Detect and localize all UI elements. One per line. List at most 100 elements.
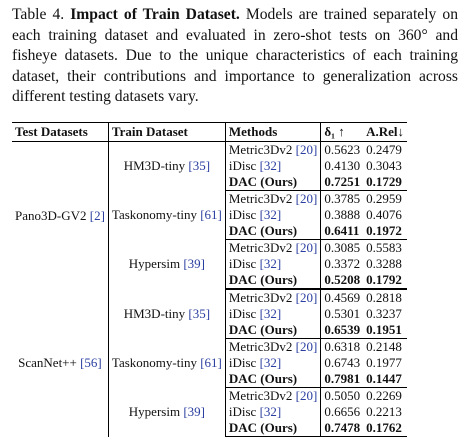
header-delta1: δ₁ ↑ [320,122,364,142]
method-cell: Metric3Dv2 [20] [225,141,322,158]
citation-link[interactable]: [20] [295,240,318,255]
method-name: Metric3Dv2 [228,339,293,354]
train-dataset-name: Taskonomy-tiny [111,355,197,370]
header-arel: A.Rel↓ [363,122,408,142]
citation-link[interactable]: [32] [259,355,282,370]
table-row: iDisc [32] 0.3372 0.3288 [12,256,407,272]
train-dataset-cell: Hypersim [39] [108,239,226,289]
arel-value: 0.2959 [366,191,402,206]
citation-link[interactable]: [32] [259,404,282,419]
delta1-value: 0.5208 [320,272,364,290]
table-row: DAC (Ours) 0.7251 0.1729 [12,174,408,191]
delta1-value: 0.6743 [324,355,361,370]
delta1-value: 0.6539 [320,322,364,339]
method-name: DAC (Ours) [228,420,298,435]
table-row: iDisc [32] 0.4130 0.3043 [12,158,407,174]
train-dataset-cell: HM3D-tiny [35] [108,289,226,339]
table-row: Taskonomy-tiny [61] Metric3Dv2 [20] 0.3785… [12,190,407,240]
delta1-value: 0.5623 [324,142,361,157]
citation-link[interactable]: [39] [183,404,205,419]
delta1-value: 0.3085 [324,240,361,255]
train-dataset-cell: Taskonomy-tiny [61] [108,190,226,240]
test-dataset-name: ScanNet++ [18,354,77,370]
method-name: iDisc [228,256,257,271]
train-dataset-cell: HM3D-tiny [35] [108,141,226,191]
header-row: Test Datasets Train Dataset Methods δ₁ ↑… [12,122,408,142]
table-row: ScanNet++ [56] HM3D-tiny [35] Metric3Dv2 [… [12,289,407,437]
table-row: Pano3D-GV2 [2] HM3D-tiny [35] Metric3Dv2 [… [12,141,407,289]
citation-link[interactable]: [20] [295,191,318,206]
method-name: DAC (Ours) [228,371,298,386]
table-row: Hypersim [39] Metric3Dv2 [20] 0.5050 0.2269 [12,387,407,437]
table-row: DAC (Ours) 0.7478 0.1762 [12,420,408,437]
method-cell: DAC (Ours) [225,420,322,437]
method-name: DAC (Ours) [228,174,298,189]
arel-value: 0.2818 [366,290,402,305]
method-name: Metric3Dv2 [228,142,293,157]
arel-value: 0.2269 [366,388,402,403]
delta1-value: 0.7478 [320,420,364,437]
citation-link[interactable]: [35] [188,158,211,174]
train-dataset-name: Taskonomy-tiny [111,207,197,222]
table-row: iDisc [32] 0.6743 0.1977 [12,355,407,371]
delta1-value: 0.4130 [324,158,361,173]
arel-value: 0.1977 [366,355,402,370]
train-dataset-name: Hypersim [128,404,181,419]
header-train-dataset: Train Dataset [108,122,226,142]
citation-link[interactable]: [2] [89,207,105,223]
arel-value: 0.5583 [366,240,402,255]
test-dataset-name: Pano3D-GV2 [15,207,87,223]
test-dataset-cell: Pano3D-GV2 [2] [12,141,109,289]
method-cell: iDisc [32] [225,355,322,371]
arel-value: 0.1972 [363,223,408,240]
method-name: DAC (Ours) [228,223,298,238]
table-row: DAC (Ours) 0.5208 0.1792 [12,272,408,290]
citation-link[interactable]: [20] [295,142,318,157]
method-cell: iDisc [32] [225,207,322,223]
method-name: Metric3Dv2 [228,191,293,206]
delta1-value: 0.4569 [324,290,361,305]
citation-link[interactable]: [20] [295,290,318,305]
method-cell: DAC (Ours) [225,322,322,339]
delta1-value: 0.3888 [324,207,361,222]
delta1-value: 0.3372 [324,256,361,271]
delta1-value: 0.5301 [324,306,361,321]
arel-value: 0.1729 [363,174,408,191]
citation-link[interactable]: [20] [295,339,318,354]
method-cell: iDisc [32] [225,256,322,272]
citation-link[interactable]: [56] [80,354,102,370]
citation-link[interactable]: [35] [188,305,211,321]
table-row: DAC (Ours) 0.6539 0.1951 [12,322,408,339]
method-cell: DAC (Ours) [225,223,322,240]
method-name: iDisc [228,158,257,173]
citation-link[interactable]: [20] [295,388,318,403]
method-cell: Metric3Dv2 [20] [225,289,322,306]
delta1-value: 0.7981 [320,371,364,388]
citation-link[interactable]: [32] [259,256,282,271]
arel-value: 0.1762 [363,420,408,437]
table-row: DAC (Ours) 0.7981 0.1447 [12,371,408,388]
header-methods: Methods [225,122,322,142]
delta1-value: 0.6656 [324,404,361,419]
caption-title: Impact of Train Dataset. [70,6,240,23]
citation-link[interactable]: [32] [259,158,282,173]
method-cell: iDisc [32] [225,158,322,174]
table-body: Pano3D-GV2 [2] HM3D-tiny [35] Metric3Dv2 [… [12,141,408,437]
citation-link[interactable]: [39] [183,256,205,272]
method-cell: iDisc [32] [225,306,322,322]
results-table: Test Datasets Train Dataset Methods δ₁ ↑… [12,122,408,437]
citation-link[interactable]: [32] [259,207,282,222]
method-cell: DAC (Ours) [225,174,322,191]
method-name: iDisc [228,306,257,321]
citation-link[interactable]: [32] [259,306,282,321]
train-dataset-name: Hypersim [128,256,181,272]
citation-link[interactable]: [61] [200,207,222,222]
header-test-datasets: Test Datasets [12,122,109,142]
table-row: Taskonomy-tiny [61] Metric3Dv2 [20] 0.6318… [12,338,407,388]
arel-value: 0.2479 [366,142,402,157]
train-dataset-name: HM3D-tiny [123,158,186,174]
caption-text: Models are trained separately on each tr… [12,6,458,106]
table-row: Hypersim [39] Metric3Dv2 [20] 0.3085 0.5583 [12,239,407,289]
citation-link[interactable]: [61] [200,355,222,370]
table-caption: Table 4. Impact of Train Dataset. Models… [12,5,458,108]
